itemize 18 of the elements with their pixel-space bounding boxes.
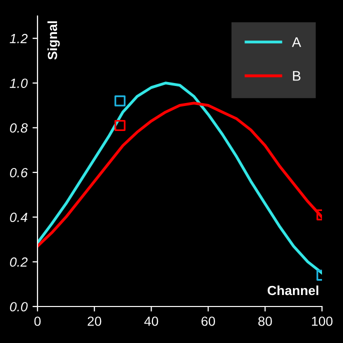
y-tick-label: 1.2 [10, 34, 28, 44]
y-tick-label: 0.4 [10, 212, 28, 222]
legend-label: B [293, 71, 300, 81]
y-tick-label: 0.2 [10, 257, 28, 267]
x-tick-label: 20 [88, 316, 102, 326]
y-tick-label: 0.6 [10, 168, 28, 178]
line-series [38, 102, 322, 248]
x-axis-title: Channel [268, 285, 318, 296]
x-tick-label: 100 [312, 316, 332, 326]
y-tick-label: 1.0 [10, 78, 28, 88]
legend-label: A [292, 37, 302, 47]
x-tick-label: 80 [258, 316, 272, 326]
y-tick-label: 0.8 [10, 123, 28, 133]
y-tick-label: 0.0 [10, 302, 28, 312]
x-tick-label: 0 [34, 316, 41, 326]
x-tick-label: 40 [144, 316, 158, 326]
y-axis-title: Signal [47, 21, 60, 60]
x-tick-label: 60 [202, 316, 216, 326]
